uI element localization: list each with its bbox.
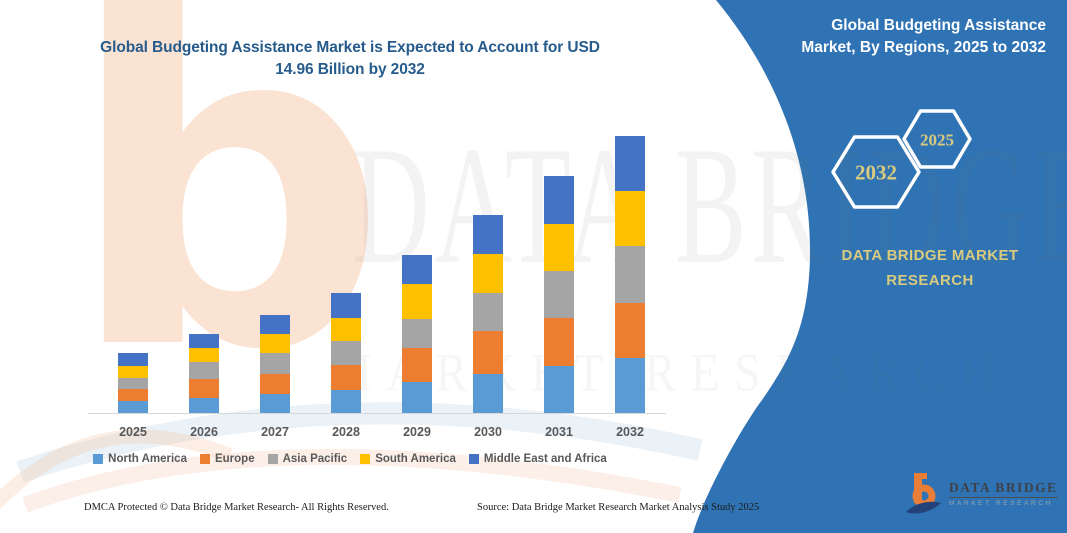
footer-dmca-text: DMCA Protected © Data Bridge Market Rese… (84, 502, 389, 513)
chart-headline-line2: 14.96 Billion by 2032 (275, 61, 425, 78)
panel-heading-line1: Global Budgeting Assistance (831, 17, 1046, 34)
bar-2029-segment-middle-east-and-africa (402, 255, 432, 284)
legend-item-middle-east-and-africa: Middle East and Africa (468, 453, 607, 465)
hexagon-2025 (902, 109, 972, 169)
bar-2027-segment-asia-pacific (260, 353, 290, 374)
brand-watermark-secondary: MARKET RESEARCH (330, 343, 1010, 403)
x-axis-label-2027: 2027 (261, 425, 289, 439)
legend-item-europe: Europe (199, 453, 255, 465)
legend-label: Asia Pacific (282, 453, 348, 465)
company-logo-name: DATA BRIDGE (949, 480, 1058, 498)
company-logo-icon (906, 473, 941, 514)
bar-2031-segment-middle-east-and-africa (544, 176, 574, 224)
bar-2030 (473, 215, 503, 413)
bar-2032-segment-asia-pacific (615, 246, 645, 303)
x-axis-label-2029: 2029 (403, 425, 431, 439)
bar-2026-segment-asia-pacific (189, 362, 219, 379)
x-axis-label-2031: 2031 (545, 425, 573, 439)
panel-heading-line2: Market, By Regions, 2025 to 2032 (801, 39, 1046, 56)
bar-2025-segment-asia-pacific (118, 378, 148, 389)
bar-2028-segment-asia-pacific (331, 341, 361, 365)
bar-2028-segment-south-america (331, 318, 361, 341)
company-logo-tagline: MARKET RESEARCH (949, 499, 1053, 507)
bar-2026-segment-europe (189, 379, 219, 398)
chart-headline-line1: Global Budgeting Assistance Market is Ex… (100, 39, 600, 56)
x-axis-label-2025: 2025 (119, 425, 147, 439)
bar-2029 (402, 255, 432, 413)
bar-2030-segment-asia-pacific (473, 293, 503, 331)
legend-swatch-icon (267, 454, 278, 464)
bar-2025-segment-north-america (118, 401, 148, 413)
brand-watermark-primary: DATA BRIDGE (352, 111, 1067, 299)
bar-2026-segment-north-america (189, 398, 219, 413)
bar-2030-segment-middle-east-and-africa (473, 215, 503, 254)
legend-label: South America (375, 453, 456, 465)
bar-2032 (615, 136, 645, 413)
bar-2026 (189, 334, 219, 413)
x-axis-line (88, 413, 666, 414)
bar-2031-segment-europe (544, 318, 574, 366)
legend-swatch-icon (199, 454, 210, 464)
bar-2031-segment-south-america (544, 224, 574, 271)
legend-label: Europe (214, 453, 255, 465)
bar-2028-segment-north-america (331, 390, 361, 413)
bar-2032-segment-middle-east-and-africa (615, 136, 645, 191)
legend-swatch-icon (360, 454, 371, 464)
bar-2027-segment-north-america (260, 394, 290, 413)
bar-2029-segment-europe (402, 348, 432, 382)
bar-2030-segment-south-america (473, 254, 503, 293)
bar-2031-segment-north-america (544, 366, 574, 413)
bar-2028-segment-europe (331, 365, 361, 390)
bar-2026-segment-middle-east-and-africa (189, 334, 219, 348)
brand-wordmark-line2: RESEARCH (886, 272, 974, 289)
x-axis-label-2032: 2032 (616, 425, 644, 439)
bar-2030-segment-north-america (473, 374, 503, 413)
bar-2026-segment-south-america (189, 348, 219, 362)
year-hexagons: 2025 2032 (831, 109, 972, 209)
bar-2028 (331, 293, 361, 413)
legend-label: North America (108, 453, 187, 465)
bar-2029-segment-south-america (402, 284, 432, 319)
chart-headline: Global Budgeting Assistance Market is Ex… (40, 37, 660, 81)
x-axis-label-2026: 2026 (190, 425, 218, 439)
hexagon-2032-label: 2032 (855, 161, 897, 185)
legend-item-north-america: North America (93, 453, 187, 465)
bar-2025 (118, 353, 148, 413)
brand-wordmark: DATA BRIDGE MARKET RESEARCH (780, 243, 1067, 293)
legend-swatch-icon (93, 454, 104, 464)
panel-heading: Global Budgeting Assistance Market, By R… (740, 15, 1046, 59)
chart-legend: North America Europe Asia Pacific South Ame… (60, 453, 640, 465)
bar-2025-segment-south-america (118, 366, 148, 378)
bar-2028-segment-middle-east-and-africa (331, 293, 361, 318)
bar-2031 (544, 176, 574, 413)
hexagon-2025-label: 2025 (920, 131, 954, 150)
bar-2027-segment-europe (260, 374, 290, 394)
legend-item-asia-pacific: Asia Pacific (267, 453, 348, 465)
footer-source-text: Source: Data Bridge Market Research Mark… (477, 502, 760, 513)
bar-2032-segment-europe (615, 303, 645, 358)
bar-2032-segment-north-america (615, 358, 645, 413)
x-axis-label-2030: 2030 (474, 425, 502, 439)
legend-label: Middle East and Africa (483, 453, 607, 465)
bar-2027 (260, 315, 290, 413)
bar-2030-segment-europe (473, 331, 503, 374)
bar-2032-segment-south-america (615, 191, 645, 246)
legend-item-south-america: South America (360, 453, 456, 465)
bar-2031-segment-asia-pacific (544, 271, 574, 318)
bar-2025-segment-middle-east-and-africa (118, 353, 148, 366)
hexagon-2032 (831, 135, 921, 209)
bar-2029-segment-north-america (402, 382, 432, 413)
bar-2027-segment-south-america (260, 334, 290, 353)
x-axis-label-2028: 2028 (332, 425, 360, 439)
brand-wordmark-line1: DATA BRIDGE MARKET (841, 247, 1019, 264)
legend-swatch-icon (468, 454, 479, 464)
company-logo: DATA BRIDGE MARKET RESEARCH (903, 471, 1058, 515)
bar-2025-segment-europe (118, 389, 148, 401)
bar-2027-segment-middle-east-and-africa (260, 315, 290, 334)
bar-2029-segment-asia-pacific (402, 319, 432, 348)
